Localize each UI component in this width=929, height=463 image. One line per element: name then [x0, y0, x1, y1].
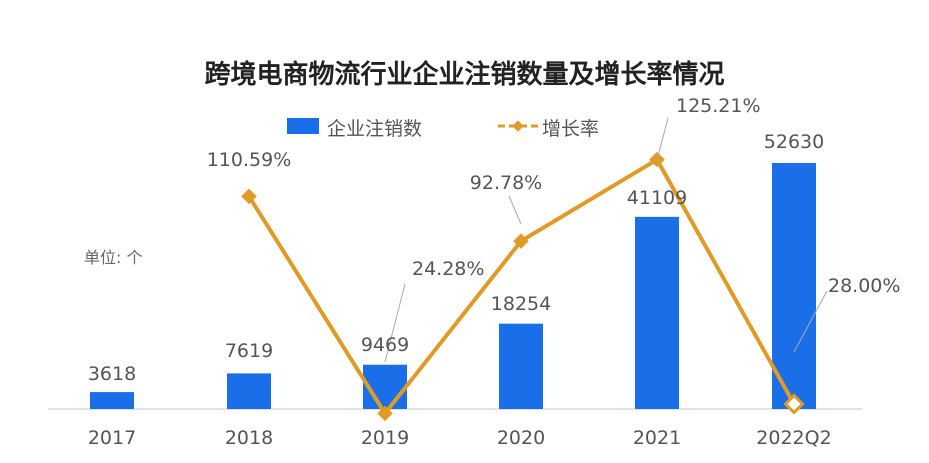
- rate-marker-2018: [241, 188, 257, 205]
- x-tick-label-2018: 2018: [225, 427, 273, 449]
- bar-value-label-2019: 9469: [361, 334, 409, 356]
- leader-line-2022Q2: [793, 290, 828, 353]
- x-tick-label-2021: 2021: [633, 427, 681, 449]
- legend-bar-label: 企业注销数: [327, 118, 423, 140]
- leader-line-2020: [508, 195, 522, 225]
- rate-value-label-2018: 110.59%: [207, 149, 292, 171]
- rate-value-label-2020: 92.78%: [470, 172, 542, 194]
- unit-label: 单位: 个: [84, 248, 143, 267]
- x-tick-label-2019: 2019: [361, 427, 409, 449]
- rate-marker-2022Q2: [783, 393, 805, 415]
- x-tick-label-2022Q2: 2022Q2: [756, 427, 831, 449]
- bar-2022Q2: [772, 163, 816, 409]
- rate-value-label-2022Q2: 28.00%: [828, 275, 900, 297]
- bar-value-label-2018: 7619: [225, 340, 273, 362]
- leader-line-2019: [384, 283, 406, 363]
- x-tick-label-2020: 2020: [497, 427, 545, 449]
- chart-title: 跨境电商物流行业企业注销数量及增长率情况: [204, 60, 725, 90]
- bar-value-label-2021: 41109: [627, 187, 687, 209]
- bar-value-label-2022Q2: 52630: [764, 131, 824, 153]
- bar-2020: [499, 323, 543, 409]
- bar-value-label-2020: 18254: [491, 293, 551, 315]
- bar-value-label-2017: 3618: [88, 363, 136, 385]
- rate-marker-2020: [513, 233, 529, 249]
- rate-value-label-2021: 125.21%: [676, 95, 761, 117]
- rate-marker-2019: [377, 405, 393, 422]
- rate-value-label-2019: 24.28%: [412, 258, 484, 280]
- leader-line-2021: [656, 117, 669, 161]
- legend-line-swatch: [498, 120, 538, 132]
- bar-2018: [227, 373, 271, 409]
- x-tick-label-2017: 2017: [88, 427, 136, 449]
- bar-2017: [90, 392, 134, 409]
- legend-line-label: 增长率: [542, 118, 600, 140]
- bar-2021: [635, 216, 679, 409]
- legend-bar-swatch: [287, 118, 319, 134]
